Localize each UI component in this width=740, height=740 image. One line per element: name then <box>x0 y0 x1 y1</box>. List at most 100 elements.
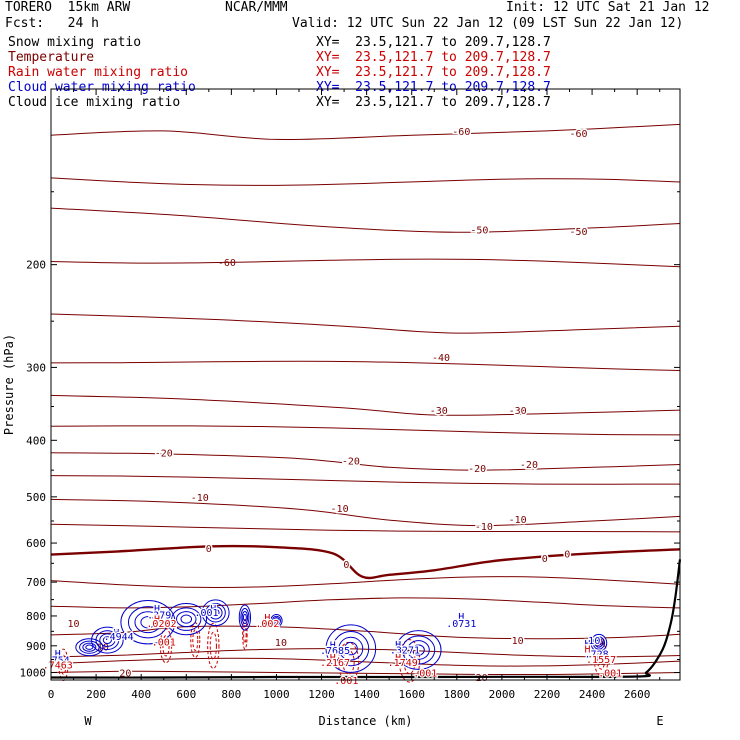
x-tick-label: 0 <box>48 688 55 701</box>
model-name: TORERO 15km ARW <box>5 0 131 15</box>
cloud-contour <box>332 631 370 667</box>
terrain-surface <box>50 559 682 679</box>
contour-value-label: .4944 <box>104 632 134 643</box>
contour-value-label: .001 <box>195 608 219 619</box>
cloud-contour <box>99 633 116 647</box>
cloud-contour <box>401 635 436 665</box>
isotherm--40 <box>50 313 681 334</box>
cloud-contour <box>325 624 377 673</box>
x-tick-label: 2000 <box>489 688 516 701</box>
terrain-line <box>50 559 682 679</box>
contour-value-label: .1749 <box>388 658 418 669</box>
legend-label-snow: Snow mixing ratio <box>8 35 142 50</box>
contour-value-label: .0202 <box>146 619 176 630</box>
isotherm-minor <box>50 177 681 186</box>
y-axis-label: Pressure (hPa) <box>2 334 16 435</box>
cloud-contour <box>79 640 100 654</box>
contour-value-label: .2167 <box>320 658 350 669</box>
cloud-contour <box>407 640 430 660</box>
temperature-isotherms: -60 -60 -60 -50 -50 -40 -30 -30 -20 -20 -20 -20 -10 -… <box>50 123 681 686</box>
cloud-contour <box>271 615 282 626</box>
isotherm-label: -40 <box>432 353 450 364</box>
legend-label-temperature: Temperature <box>8 50 95 65</box>
isotherm-minor <box>50 475 681 485</box>
isotherm-label: 10 <box>512 636 524 647</box>
isotherm-label: -50 <box>570 227 588 238</box>
cloud-contour <box>590 633 608 653</box>
cloud-contour <box>238 604 252 631</box>
rain-contour <box>243 624 247 644</box>
isotherm-label: -20 <box>468 464 486 475</box>
x-tick-label: 1600 <box>398 688 425 701</box>
isotherm--50 <box>50 207 681 233</box>
contour-value-label: H <box>395 640 401 651</box>
x-tick-label: 1200 <box>308 688 335 701</box>
contour-value-label: H <box>154 604 160 615</box>
contour-value-label: H <box>395 653 401 664</box>
y-tick-label: 200 <box>26 259 46 272</box>
forecast-hour: Fcst: 24 h <box>5 16 99 31</box>
contour-value-label: H <box>330 640 336 651</box>
cloud-contour <box>140 616 156 629</box>
contour-value-label: .7685 <box>320 646 350 657</box>
cloud-contour <box>240 607 250 628</box>
cloud-contour <box>205 603 226 623</box>
rain-contour <box>209 631 217 660</box>
contour-value-label: .1557 <box>586 655 616 666</box>
y-tick-label: 800 <box>26 610 46 623</box>
x-end-label-west: W <box>84 714 92 728</box>
isotherm-label: 0 <box>542 554 548 565</box>
isotherm-label: 10 <box>593 638 605 649</box>
rain-contour <box>242 619 248 650</box>
rain-contour <box>207 622 220 669</box>
contour-value-label: .001 <box>598 669 622 680</box>
cloud-contour <box>274 618 279 623</box>
x-tick-label: 400 <box>131 688 151 701</box>
legend-xy-cloud-water: XY= 23.5,121.7 to 209.7,128.7 <box>316 80 551 95</box>
contour-value-label: .001 <box>334 676 358 687</box>
cloud-contour <box>95 630 120 650</box>
cloud-contour <box>242 613 247 622</box>
cloud-contour <box>134 611 162 634</box>
isotherm--20 <box>50 452 681 471</box>
cloud-water-contours <box>75 599 608 673</box>
y-tick-label: 900 <box>26 640 46 653</box>
x-axis-label: Distance (km) <box>319 714 413 728</box>
plot-frame <box>50 88 681 681</box>
rain-contour <box>403 647 416 675</box>
cloud-contour <box>208 606 223 620</box>
isotherm-20 <box>50 670 681 676</box>
cloud-contour <box>127 606 168 639</box>
legend-xy-cloud-ice: XY= 23.5,121.7 to 209.7,128.7 <box>316 95 551 110</box>
x-tick-label: 600 <box>176 688 196 701</box>
contour-value-label: .001 <box>152 637 176 648</box>
x-tick-label: 200 <box>86 688 106 701</box>
cloud-contour <box>343 641 358 656</box>
cloud-contour <box>596 640 602 646</box>
cloud-contour <box>171 607 202 631</box>
isotherm-minor <box>50 657 681 667</box>
isotherm-minor <box>50 360 681 371</box>
isotherm-label: 10 <box>68 619 80 630</box>
y-tick-label: 400 <box>26 434 46 447</box>
contour-value-label: H <box>55 649 61 660</box>
contour-value-label: 10 <box>588 636 600 647</box>
isotherm-minor <box>50 648 681 658</box>
x-tick-label: 1800 <box>444 688 471 701</box>
isotherm-minor <box>50 523 681 533</box>
cloud-contour <box>91 626 124 654</box>
x-tick-label: 2400 <box>579 688 606 701</box>
contour-value-label: H <box>154 614 160 625</box>
cloud-contour <box>102 636 112 644</box>
isotherm-minor <box>50 258 681 268</box>
rain-contour <box>596 649 606 670</box>
center-name: NCAR/MMM <box>225 0 288 15</box>
isotherm-label: -60 <box>218 258 236 269</box>
isotherm-label: -10 <box>191 493 209 504</box>
cloud-contour <box>273 617 280 625</box>
contour-value-label: H <box>210 604 216 615</box>
y-tick-label: 300 <box>26 361 46 374</box>
isotherm-minor <box>50 425 681 436</box>
